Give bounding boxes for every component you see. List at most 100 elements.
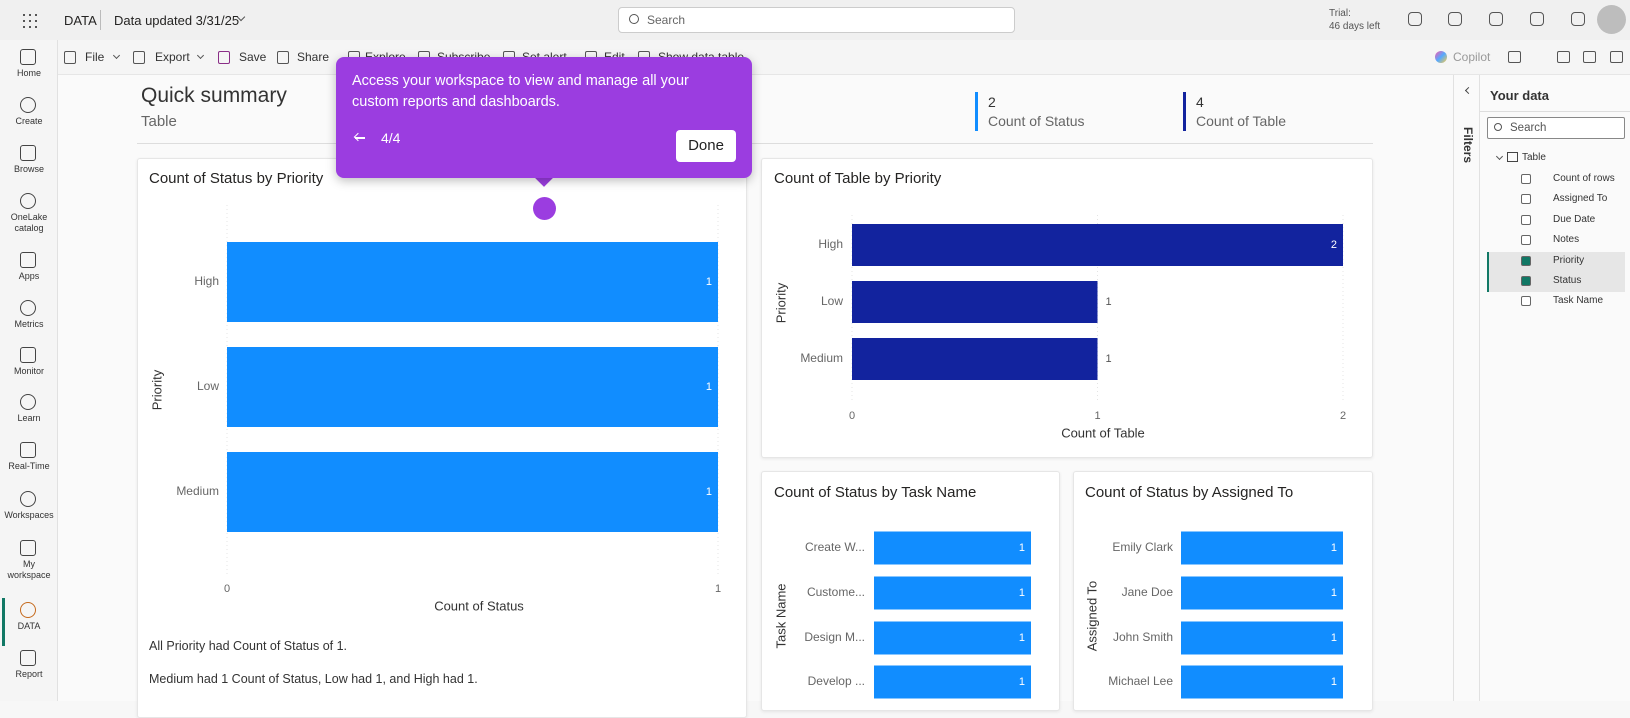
nav-icon[interactable] [20,97,36,113]
kpi-value: 4 [1196,94,1204,110]
narrative-text: All Priority had Count of Status of 1. [149,639,348,653]
nav-icon[interactable] [20,252,36,268]
selected-marker [1487,272,1489,292]
nav-label[interactable]: DATA [17,621,41,631]
app-launcher-dot [23,20,25,22]
toolbar-button[interactable]: File [85,50,105,64]
toolbar-icon[interactable] [218,51,230,64]
top-icon[interactable] [1530,12,1544,26]
nav-icon[interactable] [20,193,36,209]
page: (() => { const data = JSON.parse(documen… [2,5,1630,718]
x-tick-label: 0 [849,410,855,422]
checkbox[interactable] [1521,276,1531,286]
field-name[interactable]: Due Date [1553,213,1596,225]
toolbar-icon[interactable] [277,51,289,64]
checkbox[interactable] [1521,255,1531,266]
summary-rule [137,143,1373,144]
data-label: 1 [1331,542,1337,554]
field-name[interactable]: Count of rows [1553,173,1615,184]
nav-label[interactable]: Learn [17,413,41,423]
nav-label[interactable]: Create [15,116,43,126]
table-name[interactable]: Table [1522,152,1546,163]
nav-label[interactable]: Workspaces [4,510,54,520]
filters-pane[interactable] [1454,75,1480,701]
toolbar-icon[interactable] [1508,51,1521,63]
field-name[interactable]: Notes [1553,234,1580,246]
data-label: 1 [706,276,712,288]
nav-icon[interactable] [20,300,36,316]
x-axis-title: Count of Table [1061,425,1145,440]
nav-label[interactable]: Home [16,68,41,78]
toolbar-button[interactable]: Share [297,50,330,64]
trial-label: Trial: [1329,8,1351,19]
app-launcher-dot [29,26,31,28]
kpi-bar [1183,92,1186,131]
toolbar-icon[interactable] [64,51,76,64]
nav-icon[interactable] [20,491,36,507]
pane-rule [1480,111,1630,112]
y-tick-label: Low [197,379,219,393]
toolbar-icon[interactable] [1557,51,1570,63]
checkbox[interactable] [1521,194,1531,205]
search-icon [1494,123,1502,131]
x-tick-label: 2 [1340,410,1346,422]
bar [852,338,1098,380]
top-icon[interactable] [1571,12,1585,26]
nav-label[interactable]: Report [15,669,43,679]
top-icon[interactable] [1489,12,1503,26]
field-name[interactable]: Task Name [1553,295,1604,307]
nav-icon[interactable] [20,540,36,556]
workspace-name[interactable]: DATA [64,13,97,28]
nav-label[interactable]: Real-Time [8,461,50,471]
bar [874,576,1031,610]
x-tick-label: 0 [224,583,230,595]
data-label: 1 [706,486,712,498]
toolbar-icon[interactable] [1610,51,1623,63]
done-button[interactable]: Done [676,130,736,162]
nav-label[interactable]: Metrics [14,319,44,329]
copilot-button[interactable]: Copilot [1453,50,1491,64]
nav-icon[interactable] [20,442,36,458]
nav-icon[interactable] [20,602,36,618]
data-updated[interactable]: Data updated 3/31/25 [114,13,240,28]
field-name[interactable]: Status [1553,275,1582,286]
field-name[interactable]: Priority [1553,254,1585,266]
nav-label[interactable]: My workspace [7,559,51,580]
pane-search[interactable]: Search [1487,117,1625,139]
checkbox[interactable] [1521,214,1531,225]
top-icon[interactable] [1408,12,1422,26]
nav-icon[interactable] [20,145,36,161]
data-pane [1453,75,1630,701]
copilot-icon [1435,51,1447,63]
nav-icon[interactable] [20,347,36,363]
avatar[interactable] [1597,5,1626,34]
tooltip-step: 4/4 [381,130,401,146]
toolbar-icon[interactable] [133,51,145,64]
app-launcher-dot [35,14,37,16]
checkbox[interactable] [1521,296,1531,307]
checkbox[interactable] [1521,174,1531,184]
nav-icon[interactable] [20,49,36,65]
filters-label[interactable]: Filters [1461,127,1475,164]
nav-label[interactable]: OneLake catalog [10,212,48,233]
back-arrow[interactable] [355,137,365,139]
nav-active-bar [2,598,5,646]
nav-icon[interactable] [20,650,36,666]
nav-label[interactable]: Monitor [13,366,44,376]
kpi-label: Count of Table [1196,113,1287,129]
search-box[interactable]: Search [618,7,1015,33]
y-tick-label: High [194,274,219,288]
top-icon[interactable] [1448,12,1462,26]
bar [1181,531,1343,565]
y-tick-label: Custome... [807,585,865,599]
search-placeholder[interactable]: Search [647,13,686,27]
bar [874,665,1031,699]
nav-icon[interactable] [20,394,36,410]
field-name[interactable]: Assigned To [1553,193,1608,205]
toolbar-button[interactable]: Save [239,50,267,64]
nav-label[interactable]: Apps [18,271,40,281]
checkbox[interactable] [1521,235,1531,246]
toolbar-button[interactable]: Export [155,50,190,64]
toolbar-icon[interactable] [1583,51,1596,63]
nav-label[interactable]: Browse [13,164,44,174]
